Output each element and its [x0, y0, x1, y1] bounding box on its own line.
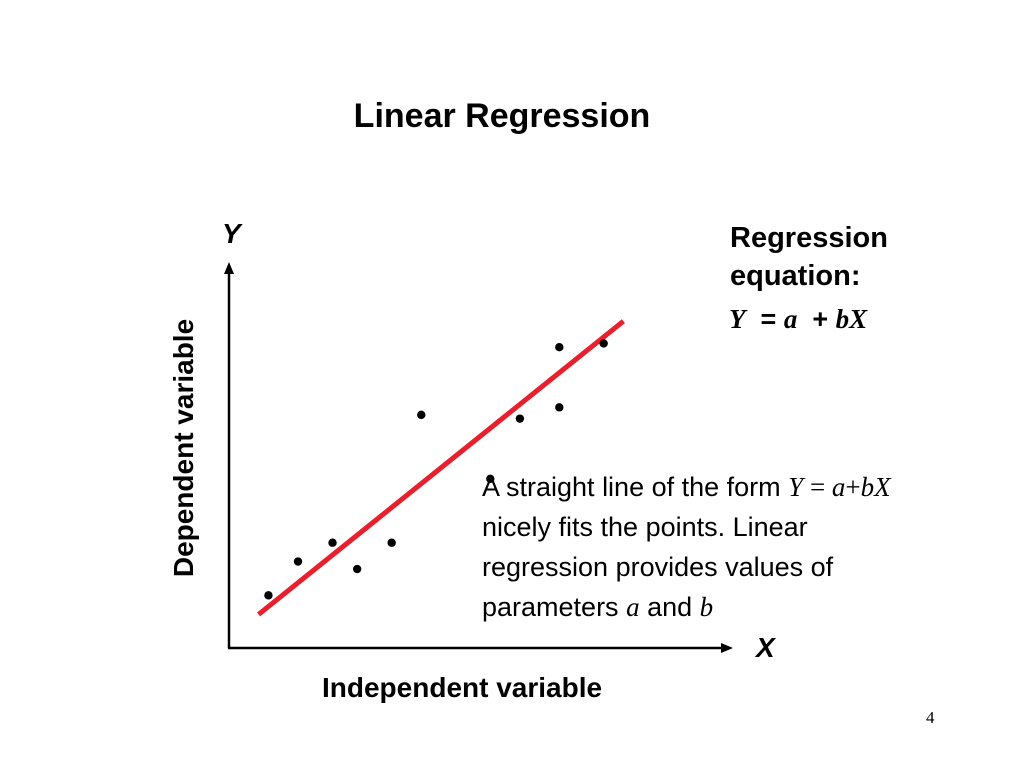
equation-a-param: a: [783, 304, 798, 334]
equation-plus: +: [812, 304, 829, 334]
equation-equals: =: [760, 304, 777, 334]
data-point: [555, 403, 564, 412]
equation-heading-line1: Regression: [730, 222, 888, 254]
data-point: [352, 564, 362, 574]
description-equals: =: [803, 472, 832, 502]
description-text: A straight line of the form Y = a+bX nic…: [482, 467, 1022, 627]
data-point: [387, 538, 396, 547]
description-b-param: b: [699, 592, 714, 622]
description-plus: +: [845, 472, 861, 502]
description-line2: nicely fits the points. Linear: [482, 512, 808, 542]
data-point: [555, 343, 564, 352]
description-a-param: a: [626, 592, 640, 622]
description-line3: regression provides values of: [482, 552, 834, 582]
data-point: [293, 557, 303, 566]
y-axis-label: Dependent variable: [168, 318, 199, 578]
data-point: [417, 410, 426, 420]
equation-heading: Regression equation:: [730, 219, 888, 295]
data-point: [515, 414, 525, 423]
x-axis-symbol: X: [756, 632, 775, 663]
equation-y-var: Y: [729, 304, 746, 334]
data-point: [486, 474, 495, 483]
data-point: [599, 339, 608, 348]
description-and: and: [639, 592, 700, 622]
y-axis-symbol: Y: [222, 218, 241, 249]
description-y-var: Y: [788, 472, 804, 502]
description-part4: parameters: [482, 592, 627, 622]
x-axis-arrowhead: [721, 643, 733, 653]
data-point: [328, 538, 337, 547]
regression-line: [257, 319, 625, 617]
slide-title: Linear Regression: [353, 97, 651, 135]
description-bx: bX: [860, 472, 891, 502]
x-axis-label: Independent variable: [322, 672, 603, 703]
page-number: 4: [926, 708, 935, 727]
equation-bx-term: bX: [835, 304, 868, 334]
axes: [224, 262, 733, 653]
data-point: [264, 591, 273, 600]
description-a-var: a: [831, 472, 846, 502]
equation-heading-line2: equation:: [730, 260, 861, 292]
description-part1: A straight line of the form: [482, 472, 789, 502]
data-points: [264, 339, 608, 600]
regression-equation: Y = a + bX: [729, 302, 867, 336]
description-line1: A straight line of the form Y = a+bX: [482, 467, 1022, 507]
y-axis-arrowhead: [224, 262, 234, 274]
description-line4: parameters a and b: [482, 587, 1022, 627]
